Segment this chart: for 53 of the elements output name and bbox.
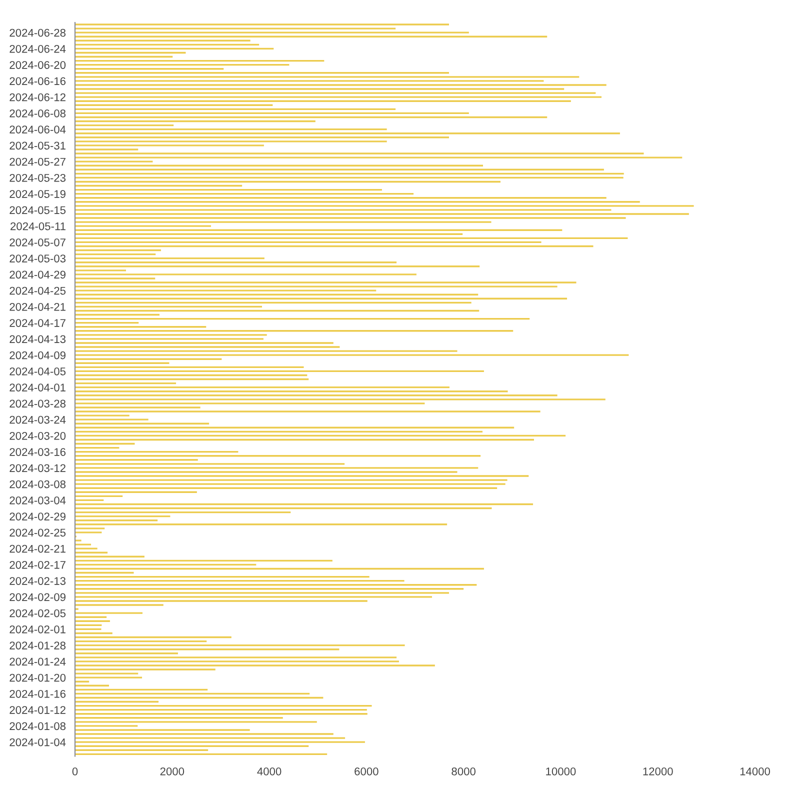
- x-tick-label: 6000: [354, 767, 378, 776]
- y-tick-label: 2024-05-03: [10, 254, 66, 262]
- y-tick-label: 2024-01-16: [10, 690, 66, 698]
- y-tick-label: 2024-01-08: [10, 722, 66, 730]
- y-tick-label: 2024-02-29: [10, 512, 66, 520]
- y-tick-label: 2024-06-20: [10, 61, 66, 69]
- y-tick-label: 2024-04-25: [10, 286, 66, 295]
- y-tick-label: 2024-04-17: [10, 319, 66, 327]
- y-tick-label: 2024-02-21: [10, 544, 66, 553]
- x-tick-label: 12000: [643, 767, 673, 776]
- y-tick-label: 2024-06-12: [10, 93, 66, 102]
- y-tick-label: 2024-03-08: [10, 480, 66, 488]
- y-tick-label: 2024-05-07: [10, 238, 66, 246]
- y-tick-label: 2024-02-17: [10, 560, 66, 569]
- y-tick-label: 2024-06-08: [10, 109, 66, 118]
- y-tick-label: 2024-05-15: [10, 206, 66, 214]
- y-tick-label: 2024-06-16: [10, 77, 66, 86]
- x-tick-label: 0: [72, 767, 78, 776]
- y-tick-label: 2024-05-31: [10, 142, 66, 150]
- x-tick-label: 8000: [452, 767, 476, 776]
- y-tick-label: 2024-03-24: [10, 416, 66, 424]
- y-tick-label: 2024-02-25: [10, 528, 66, 537]
- y-tick-label: 2024-02-13: [10, 577, 66, 585]
- y-tick-label: 2024-04-21: [10, 302, 66, 311]
- y-tick-label: 2024-06-28: [10, 28, 66, 37]
- y-tick-label: 2024-06-04: [10, 126, 66, 134]
- y-tick-label: 2024-03-04: [10, 496, 66, 504]
- y-tick-label: 2024-06-24: [10, 44, 66, 53]
- y-tick-label: 2024-04-05: [10, 367, 66, 376]
- x-tick-label: 14000: [740, 767, 770, 776]
- y-tick-label: 2024-01-12: [10, 706, 66, 714]
- y-tick-label: 2024-01-24: [10, 658, 66, 666]
- y-tick-label: 2024-05-23: [10, 174, 66, 182]
- y-tick-label: 2024-01-28: [10, 642, 66, 650]
- y-tick-label: 2024-05-11: [10, 222, 66, 230]
- x-tick-label: 10000: [546, 767, 576, 776]
- y-tick-label: 2024-04-09: [10, 351, 66, 360]
- y-tick-label: 2024-05-19: [10, 190, 66, 198]
- y-tick-label: 2024-02-09: [10, 593, 66, 602]
- y-tick-label: 2024-03-12: [10, 464, 66, 472]
- y-tick-label: 2024-04-29: [10, 270, 66, 279]
- y-tick-label: 2024-01-04: [10, 738, 66, 746]
- y-tick-label: 2024-05-27: [10, 158, 66, 166]
- y-tick-label: 2024-04-01: [10, 384, 66, 392]
- y-tick-label: 2024-04-13: [10, 335, 66, 344]
- x-tick-label: 4000: [257, 767, 282, 776]
- x-tick-label: 2000: [160, 767, 184, 776]
- y-tick-label: 2024-01-20: [10, 674, 66, 682]
- y-tick-label: 2024-03-20: [10, 432, 66, 440]
- y-tick-label: 2024-03-16: [10, 448, 66, 456]
- y-tick-label: 2024-02-05: [10, 609, 66, 618]
- y-tick-label: 2024-02-01: [10, 625, 66, 634]
- y-tick-label: 2024-03-28: [10, 400, 66, 408]
